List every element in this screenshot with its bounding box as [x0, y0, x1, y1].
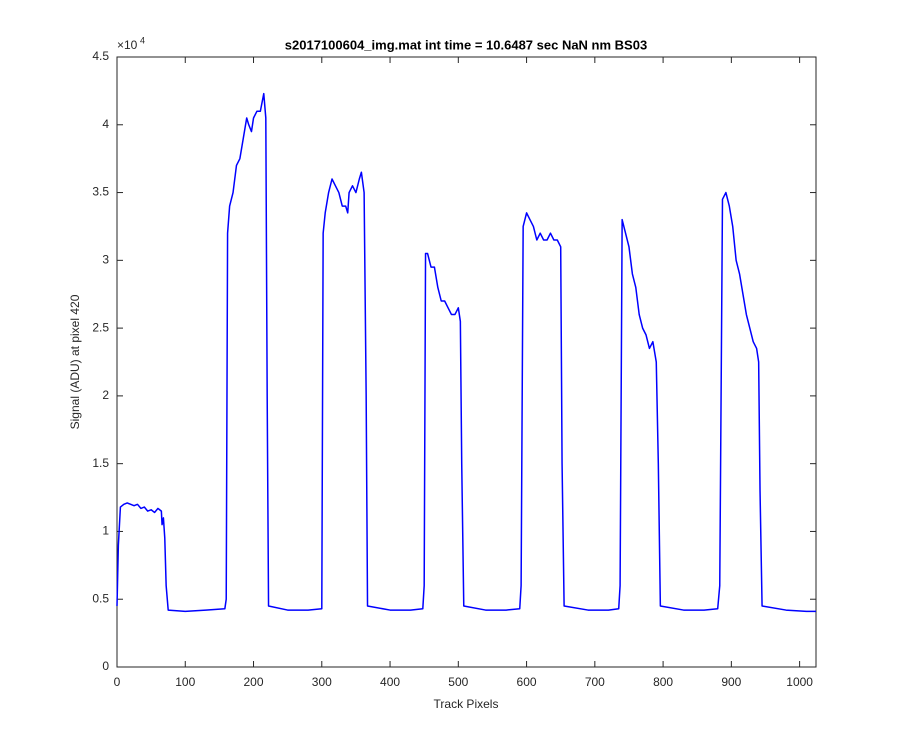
x-tick-label: 200 — [244, 675, 264, 689]
y-scale-exponent: 4 — [140, 35, 145, 45]
axes-box — [116, 56, 817, 668]
y-tick-label: 0 — [102, 659, 109, 673]
y-tick-label: 2.5 — [92, 320, 109, 334]
y-tick-label: 1 — [102, 524, 109, 538]
y-tick-label: 4.5 — [92, 49, 109, 63]
x-tick-label: 0 — [114, 675, 121, 689]
x-tick-label: 100 — [175, 675, 195, 689]
y-axis-label: Signal (ADU) at pixel 420 — [68, 294, 82, 429]
x-tick-label: 300 — [312, 675, 332, 689]
x-tick-label: 600 — [517, 675, 537, 689]
y-scale-label: ×10 — [117, 38, 138, 52]
y-tick-label: 4 — [102, 117, 109, 131]
x-tick-label: 400 — [380, 675, 400, 689]
y-tick-label: 3 — [102, 253, 109, 267]
x-tick-label: 900 — [721, 675, 741, 689]
x-axis-label: Track Pixels — [434, 697, 499, 711]
data-line — [116, 92, 816, 613]
y-tick-label: 3.5 — [92, 185, 109, 199]
x-tick-label: 800 — [653, 675, 673, 689]
x-tick-label: 1000 — [786, 675, 813, 689]
chart-title: s2017100604_img.mat int time = 10.6487 s… — [285, 37, 647, 52]
x-tick-label: 700 — [585, 675, 605, 689]
y-tick-label: 1.5 — [92, 456, 109, 470]
y-tick-label: 0.5 — [92, 591, 109, 605]
y-tick-label: 2 — [102, 388, 109, 402]
x-tick-label: 500 — [448, 675, 468, 689]
